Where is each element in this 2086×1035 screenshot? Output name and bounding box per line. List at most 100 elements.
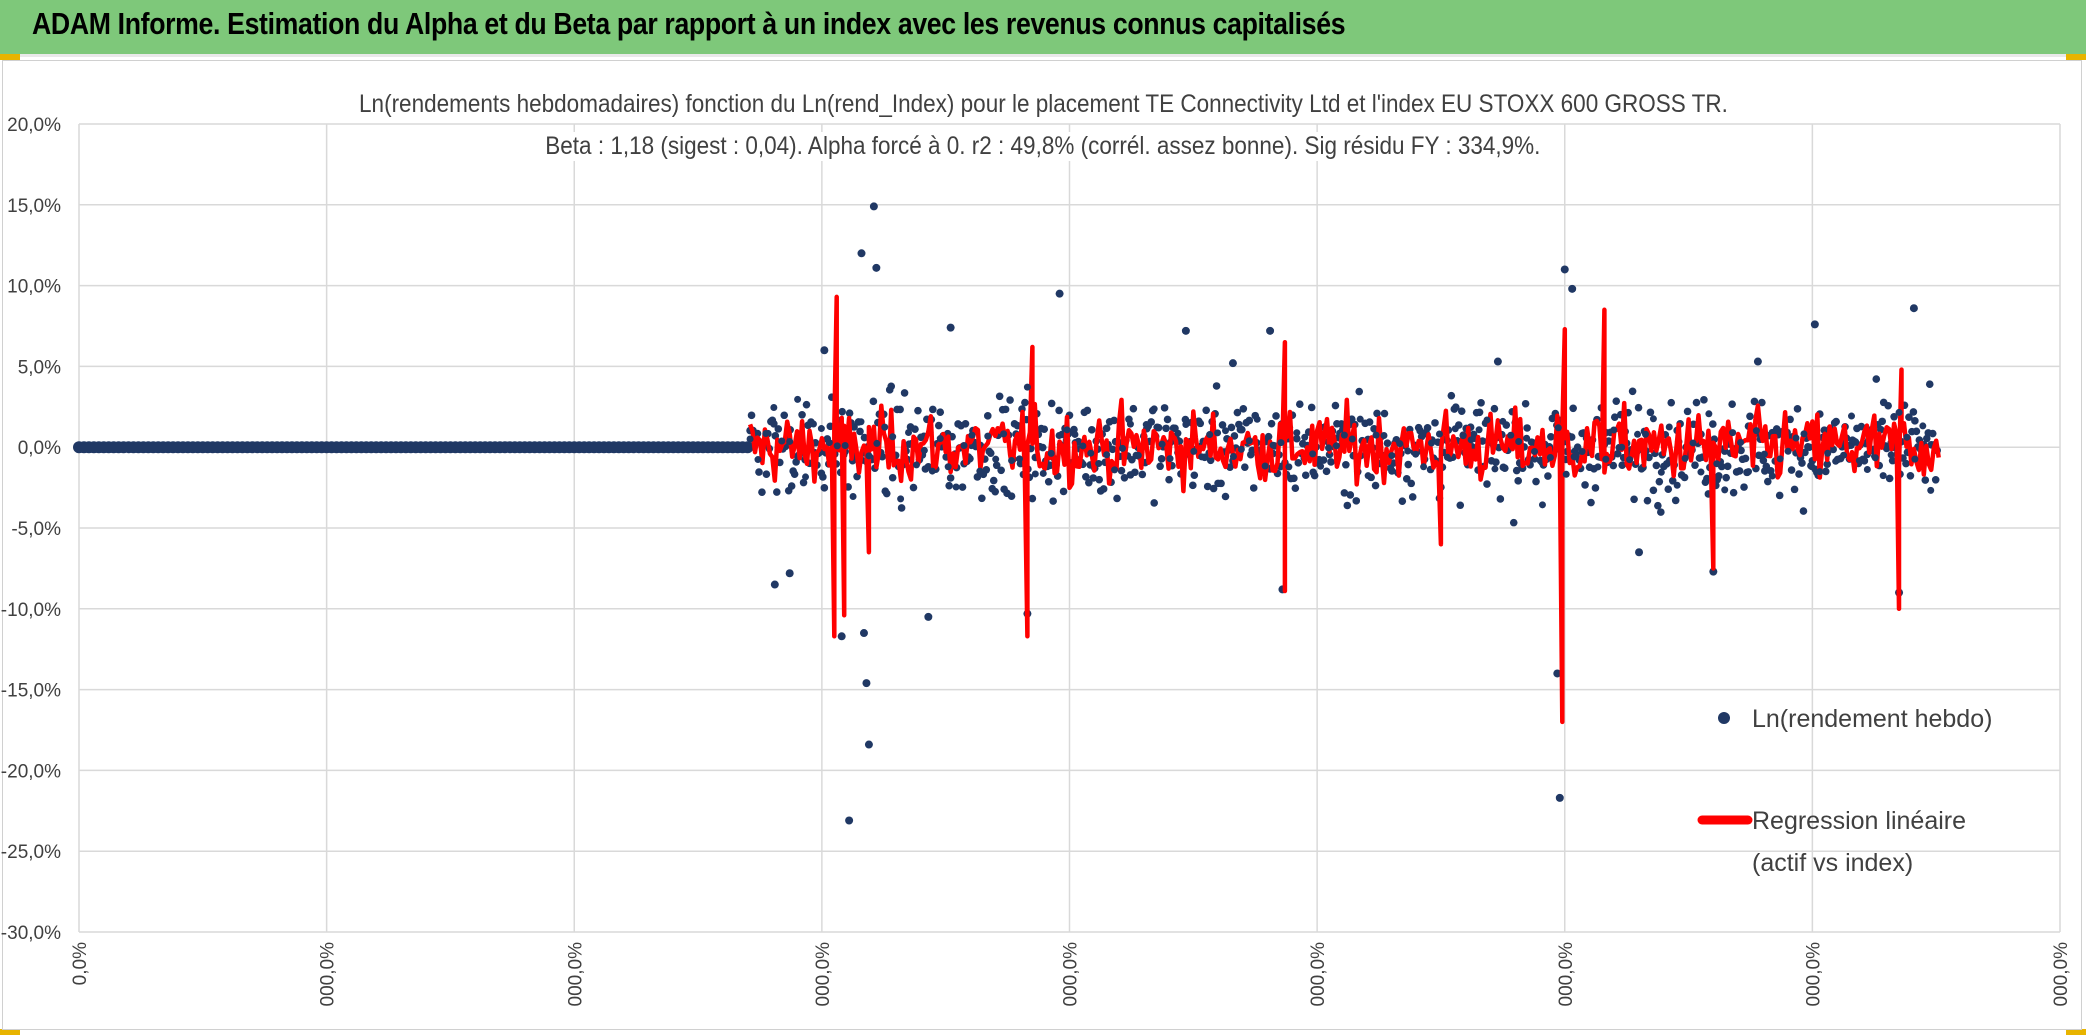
data-point bbox=[1293, 429, 1301, 437]
data-point bbox=[1408, 493, 1417, 501]
data-point bbox=[1591, 484, 1600, 492]
x-tick-label: 000,0% bbox=[1556, 942, 1577, 1007]
data-point bbox=[1095, 460, 1103, 468]
data-point bbox=[1646, 408, 1655, 417]
data-point bbox=[1911, 417, 1919, 425]
data-point bbox=[1654, 501, 1662, 510]
data-point bbox=[1523, 424, 1531, 432]
data-point bbox=[1657, 468, 1665, 476]
legend-label-line: Regression linéaire (actif vs index) bbox=[1752, 807, 1966, 877]
data-point bbox=[1496, 495, 1505, 503]
data-point bbox=[982, 465, 991, 474]
x-tick-label: 000,0% bbox=[1061, 942, 1082, 1007]
data-point bbox=[989, 476, 998, 485]
data-point bbox=[1829, 445, 1837, 454]
data-point bbox=[1000, 430, 1008, 438]
data-point bbox=[1404, 460, 1413, 469]
data-point bbox=[1380, 409, 1389, 418]
data-point bbox=[1237, 445, 1245, 453]
data-point-outlier bbox=[1555, 793, 1564, 802]
data-point bbox=[882, 489, 891, 498]
data-point bbox=[1089, 474, 1098, 482]
data-point bbox=[1277, 439, 1285, 447]
data-point bbox=[1673, 481, 1681, 489]
x-tick-label: 000,0% bbox=[1803, 942, 1824, 1007]
data-point bbox=[773, 488, 781, 496]
data-point bbox=[819, 473, 827, 481]
data-point bbox=[961, 419, 970, 428]
data-point bbox=[1099, 485, 1108, 493]
data-point bbox=[1435, 430, 1443, 438]
data-point bbox=[1768, 472, 1776, 480]
data-point bbox=[753, 429, 762, 438]
data-point bbox=[1554, 424, 1562, 432]
data-point bbox=[1355, 387, 1364, 396]
data-point bbox=[1157, 455, 1166, 463]
data-point bbox=[936, 408, 945, 417]
data-point bbox=[1233, 408, 1242, 417]
data-point bbox=[1327, 458, 1335, 466]
data-point bbox=[1031, 470, 1039, 478]
data-point bbox=[1531, 447, 1539, 455]
data-point bbox=[1618, 461, 1626, 469]
data-point bbox=[1594, 463, 1602, 471]
data-point bbox=[1618, 443, 1626, 451]
data-point bbox=[799, 478, 808, 487]
data-point bbox=[1890, 413, 1898, 421]
data-point bbox=[869, 397, 878, 406]
data-point bbox=[1428, 439, 1436, 447]
data-point bbox=[873, 439, 881, 447]
data-point bbox=[1477, 399, 1485, 407]
data-point bbox=[817, 425, 825, 433]
data-point bbox=[1182, 421, 1190, 429]
data-point bbox=[1787, 466, 1796, 474]
data-point bbox=[991, 487, 1000, 496]
data-point bbox=[809, 420, 817, 428]
data-point bbox=[1628, 387, 1637, 396]
legend-label-line-1: Regression linéaire bbox=[1752, 807, 1966, 835]
x-tick-label: 000,0% bbox=[565, 942, 586, 1007]
data-point bbox=[928, 467, 936, 475]
data-point bbox=[1388, 467, 1396, 475]
data-point bbox=[762, 430, 770, 438]
data-point bbox=[1120, 473, 1129, 482]
data-point bbox=[1190, 447, 1198, 455]
data-point bbox=[1475, 408, 1484, 417]
data-point bbox=[841, 441, 849, 449]
data-point bbox=[1885, 474, 1894, 483]
data-point bbox=[1174, 429, 1182, 437]
data-point bbox=[896, 405, 904, 414]
data-point bbox=[1630, 495, 1638, 504]
y-tick-label: 20,0% bbox=[7, 115, 61, 136]
data-point bbox=[1578, 448, 1586, 456]
corner-mark-right bbox=[2066, 54, 2086, 60]
data-point bbox=[1612, 397, 1621, 405]
data-point bbox=[774, 425, 783, 433]
data-point-outlier bbox=[1553, 669, 1562, 678]
data-point bbox=[1412, 450, 1420, 458]
data-point bbox=[1166, 455, 1174, 463]
data-point-outlier bbox=[1228, 359, 1237, 368]
data-point bbox=[1649, 415, 1657, 423]
data-point bbox=[1214, 429, 1222, 437]
data-point bbox=[1729, 488, 1738, 497]
data-point bbox=[754, 456, 762, 464]
data-point bbox=[1532, 477, 1540, 486]
data-point bbox=[1331, 401, 1340, 410]
data-point bbox=[1138, 470, 1147, 479]
data-point bbox=[1737, 446, 1745, 455]
data-point bbox=[1001, 405, 1010, 414]
data-point bbox=[1906, 471, 1915, 480]
data-point bbox=[1156, 462, 1164, 471]
data-point bbox=[1023, 383, 1031, 391]
data-point-outlier bbox=[837, 632, 846, 641]
data-point bbox=[1668, 477, 1677, 485]
data-point bbox=[1634, 403, 1643, 412]
data-point bbox=[1383, 439, 1392, 447]
data-point-outlier bbox=[1266, 326, 1275, 335]
data-point bbox=[1189, 481, 1197, 490]
data-point bbox=[1162, 424, 1170, 433]
data-point bbox=[794, 395, 802, 403]
y-tick-label: -30,0% bbox=[1, 923, 61, 944]
